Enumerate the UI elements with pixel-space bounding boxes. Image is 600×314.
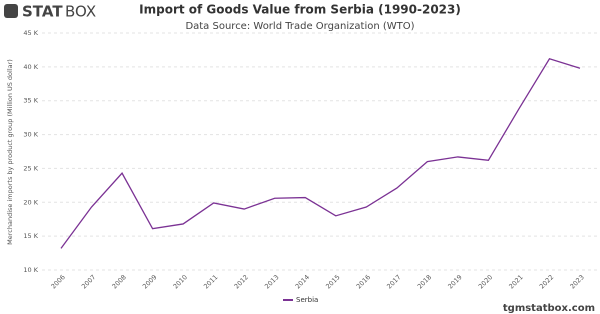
y-axis-label: Merchandise imports by product group (Mi… bbox=[6, 59, 14, 245]
x-tick-label: 2018 bbox=[416, 273, 433, 290]
x-tick-label: 2009 bbox=[141, 273, 158, 290]
y-tick-label: 15 K bbox=[23, 232, 38, 240]
x-tick-label: 2022 bbox=[538, 273, 555, 290]
x-tick-label: 2011 bbox=[202, 273, 219, 290]
y-tick-label: 35 K bbox=[23, 97, 38, 105]
x-tick-label: 2008 bbox=[111, 273, 128, 290]
footer: tgmstatbox.com bbox=[503, 303, 595, 314]
y-tick-label: 10 K bbox=[23, 266, 38, 274]
y-tick-label: 40 K bbox=[23, 63, 38, 71]
x-tick-label: 2006 bbox=[49, 273, 66, 290]
x-tick-label: 2013 bbox=[263, 273, 280, 290]
x-tick-label: 2010 bbox=[172, 273, 189, 290]
chart-title: Import of Goods Value from Serbia (1990-… bbox=[139, 3, 461, 17]
x-tick-label: 2007 bbox=[80, 273, 97, 290]
x-tick-label: 2015 bbox=[324, 273, 341, 290]
x-tick-label: 2016 bbox=[355, 273, 372, 290]
logo-icon bbox=[4, 4, 18, 18]
y-tick-label: 45 K bbox=[23, 29, 38, 37]
x-tick-label: 2012 bbox=[233, 273, 250, 290]
y-tick-label: 25 K bbox=[23, 164, 38, 172]
x-tick-label: 2019 bbox=[446, 273, 463, 290]
y-tick-label: 30 K bbox=[23, 131, 38, 139]
legend-label: Serbia bbox=[296, 296, 318, 304]
x-tick-label: 2014 bbox=[294, 273, 311, 290]
logo-light: BOX bbox=[65, 3, 96, 21]
line bbox=[60, 57, 581, 249]
logo-bold: STAT bbox=[22, 3, 63, 21]
x-tick-label: 2021 bbox=[507, 273, 524, 290]
chart-subtitle: Data Source: World Trade Organization (W… bbox=[185, 21, 414, 32]
x-tick-label: 2023 bbox=[568, 273, 585, 290]
y-tick-label: 20 K bbox=[23, 198, 38, 206]
x-tick-label: 2020 bbox=[477, 273, 494, 290]
x-tick-label: 2017 bbox=[385, 273, 402, 290]
